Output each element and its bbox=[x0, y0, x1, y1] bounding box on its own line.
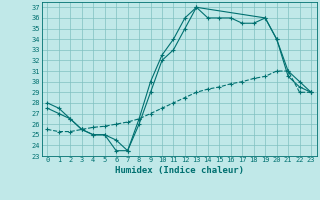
X-axis label: Humidex (Indice chaleur): Humidex (Indice chaleur) bbox=[115, 166, 244, 175]
